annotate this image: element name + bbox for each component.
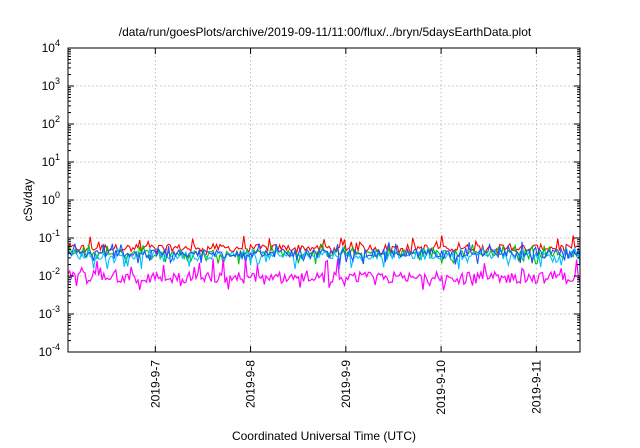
x-axis: 2019-9-7 2019-9-8 2019-9-9 2019-9-10 2019-9-… xyxy=(148,48,543,415)
series-line xyxy=(67,245,581,270)
x-tick-label: 2019-9-10 xyxy=(434,360,448,415)
y-tick-label: 100 xyxy=(42,190,60,207)
y-tick-label: 102 xyxy=(42,114,60,131)
y-tick-label: 103 xyxy=(42,76,60,93)
y-tick-label: 101 xyxy=(42,152,60,169)
series-line xyxy=(67,243,581,266)
y-axis-label: cSv/day xyxy=(21,179,35,222)
x-tick-label: 2019-9-9 xyxy=(339,360,353,408)
y-axis: 10-4 10-3 10-2 10-1 100 101 102 103 104 xyxy=(39,38,580,359)
y-tick-label: 10-2 xyxy=(39,266,60,283)
y-tick-label: 10-3 xyxy=(39,304,60,321)
grid xyxy=(68,48,580,352)
series-layer xyxy=(67,235,581,291)
x-tick-label: 2019-9-7 xyxy=(148,360,162,408)
series-line xyxy=(67,241,581,265)
x-tick-label: 2019-9-8 xyxy=(244,360,258,408)
series-line xyxy=(67,258,581,291)
y-tick-label: 104 xyxy=(42,38,60,55)
y-tick-label: 10-4 xyxy=(39,342,60,359)
chart-title: /data/run/goesPlots/archive/2019-09-11/1… xyxy=(119,25,532,39)
x-tick-label: 2019-9-11 xyxy=(529,360,543,414)
y-tick-label: 10-1 xyxy=(39,228,60,245)
x-axis-label: Coordinated Universal Time (UTC) xyxy=(232,429,416,443)
